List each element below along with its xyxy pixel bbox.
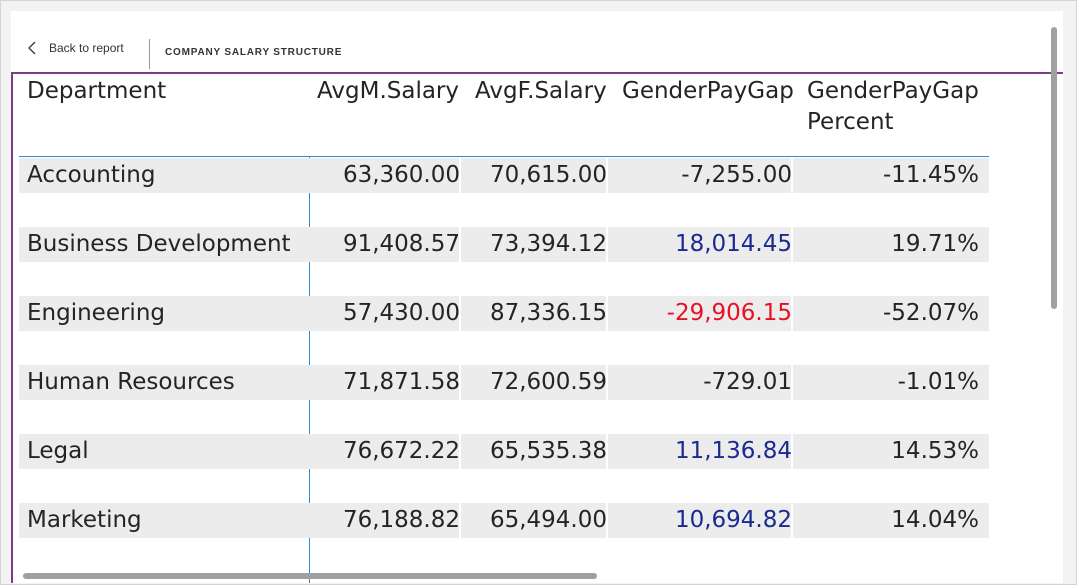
column-gap xyxy=(791,158,793,193)
table-top-border xyxy=(11,72,1063,74)
cell-department: Legal xyxy=(27,438,89,464)
column-gap xyxy=(791,434,793,469)
header-gap-pct-line2: Percent xyxy=(807,109,894,135)
focus-mode-panel: Back to report COMPANY SALARY STRUCTURE … xyxy=(11,11,1063,583)
cell-department: Business Development xyxy=(27,231,291,257)
cell-gender-pay-gap: -729.01 xyxy=(703,369,792,395)
column-gap xyxy=(791,503,793,538)
table-row[interactable]: Business Development 91,408.57 73,394.12 18… xyxy=(19,227,989,262)
cell-gender-pay-gap-percent: 14.53% xyxy=(891,438,979,464)
cell-avgf-salary: 87,336.15 xyxy=(489,300,607,326)
page-title: COMPANY SALARY STRUCTURE xyxy=(165,47,343,58)
cell-gender-pay-gap: 10,694.82 xyxy=(674,507,792,533)
cell-gender-pay-gap-percent: -1.01% xyxy=(897,369,979,395)
cell-avgf-salary: 65,535.38 xyxy=(489,438,607,464)
cell-avgf-salary: 70,615.00 xyxy=(489,162,607,188)
column-gap xyxy=(791,365,793,400)
header-gender-pay-gap[interactable]: GenderPayGap xyxy=(622,78,794,104)
cell-gender-pay-gap-percent: 19.71% xyxy=(891,231,979,257)
cell-avgf-salary: 65,494.00 xyxy=(489,507,607,533)
column-gap xyxy=(791,296,793,331)
back-label: Back to report xyxy=(49,41,124,55)
back-to-report-button[interactable]: Back to report xyxy=(27,41,124,55)
column-gap xyxy=(459,158,461,193)
cell-gender-pay-gap-percent: 14.04% xyxy=(891,507,979,533)
cell-avgf-salary: 73,394.12 xyxy=(489,231,607,257)
column-gap xyxy=(606,296,608,331)
cell-gender-pay-gap: -7,255.00 xyxy=(681,162,792,188)
column-gap xyxy=(459,434,461,469)
header-separator xyxy=(19,156,989,157)
cell-avgm-salary: 91,408.57 xyxy=(342,231,460,257)
horizontal-scrollbar[interactable] xyxy=(23,573,597,579)
header-gap-pct-line1: GenderPayGap xyxy=(807,78,979,104)
cell-department: Engineering xyxy=(27,300,165,326)
cell-avgm-salary: 71,871.58 xyxy=(342,369,460,395)
table-row[interactable]: Legal 76,672.22 65,535.38 11,136.84 14.53% xyxy=(19,434,989,469)
cell-gender-pay-gap: 18,014.45 xyxy=(674,231,792,257)
cell-avgf-salary: 72,600.59 xyxy=(489,369,607,395)
column-gap xyxy=(459,503,461,538)
cell-department: Accounting xyxy=(27,162,156,188)
header-avgm-salary[interactable]: AvgM.Salary xyxy=(317,78,459,104)
header-divider xyxy=(149,39,150,69)
cell-avgm-salary: 76,188.82 xyxy=(342,507,460,533)
column-gap xyxy=(459,227,461,262)
column-gap xyxy=(606,434,608,469)
column-gap xyxy=(606,503,608,538)
column-gap xyxy=(606,158,608,193)
header-department[interactable]: Department xyxy=(27,78,167,104)
table-row[interactable]: Marketing 76,188.82 65,494.00 10,694.82 14.0… xyxy=(19,503,989,538)
table-row[interactable]: Engineering 57,430.00 87,336.15 -29,906.15 -… xyxy=(19,296,989,331)
cell-gender-pay-gap-percent: -11.45% xyxy=(883,162,979,188)
cell-avgm-salary: 57,430.00 xyxy=(342,300,460,326)
column-gap xyxy=(606,227,608,262)
cell-department: Marketing xyxy=(27,507,142,533)
column-gap xyxy=(459,296,461,331)
table-row[interactable]: Accounting 63,360.00 70,615.00 -7,255.00 -11… xyxy=(19,158,989,193)
table-row[interactable]: Human Resources 71,871.58 72,600.59 -729.01… xyxy=(19,365,989,400)
vertical-scrollbar[interactable] xyxy=(1051,27,1057,309)
column-gap xyxy=(791,227,793,262)
header-avgf-salary[interactable]: AvgF.Salary xyxy=(475,78,607,104)
cell-gender-pay-gap-percent: -52.07% xyxy=(883,300,979,326)
column-gap xyxy=(606,365,608,400)
cell-gender-pay-gap: -29,906.15 xyxy=(666,300,792,326)
cell-avgm-salary: 63,360.00 xyxy=(342,162,460,188)
cell-department: Human Resources xyxy=(27,369,235,395)
chevron-left-icon xyxy=(28,41,36,55)
cell-avgm-salary: 76,672.22 xyxy=(342,438,460,464)
table-left-border xyxy=(11,72,13,583)
cell-gender-pay-gap: 11,136.84 xyxy=(674,438,792,464)
column-gap xyxy=(459,365,461,400)
header-gender-pay-gap-percent[interactable]: GenderPayGap Percent xyxy=(807,76,979,138)
